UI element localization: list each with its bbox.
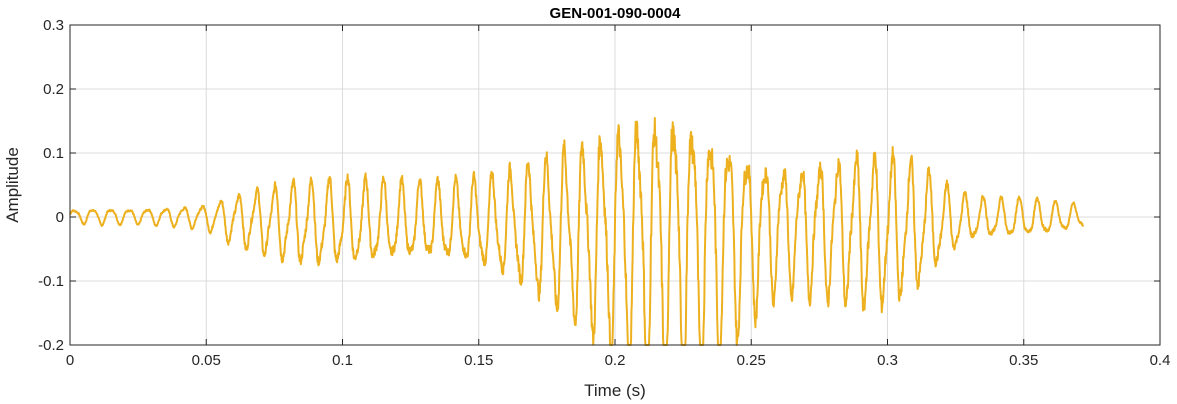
series-layer [69, 116, 1085, 346]
x-tick-label: 0.25 [737, 352, 766, 369]
y-tick-label: 0.2 [43, 81, 64, 98]
y-tick-label: -0.1 [38, 273, 64, 290]
y-tick-label: 0.3 [43, 17, 64, 34]
x-tick-label: 0.15 [464, 352, 493, 369]
x-tick-label: 0.2 [605, 352, 626, 369]
x-tick-label: 0.4 [1150, 352, 1171, 369]
y-tick-label: -0.2 [38, 337, 64, 354]
x-tick-label: 0.35 [1009, 352, 1038, 369]
y-tick-label: 0.1 [43, 145, 64, 162]
chart-title: GEN-001-090-0004 [550, 5, 682, 22]
y-axis-label: Amplitude [3, 147, 22, 223]
axis-ticks [69, 24, 1161, 346]
x-tick-labels: 0 0.05 0.1 0.15 0.2 0.25 0.3 0.35 0.4 [66, 352, 1171, 369]
y-tick-label: 0 [56, 209, 64, 226]
x-axis-label: Time (s) [584, 381, 646, 400]
x-tick-label: 0.1 [332, 352, 353, 369]
x-tick-label: 0.3 [877, 352, 898, 369]
x-tick-label: 0 [66, 352, 74, 369]
x-tick-label: 0.05 [192, 352, 221, 369]
y-tick-labels: -0.2 -0.1 0 0.1 0.2 0.3 [38, 17, 64, 354]
series-line-amplitude [69, 116, 1085, 346]
